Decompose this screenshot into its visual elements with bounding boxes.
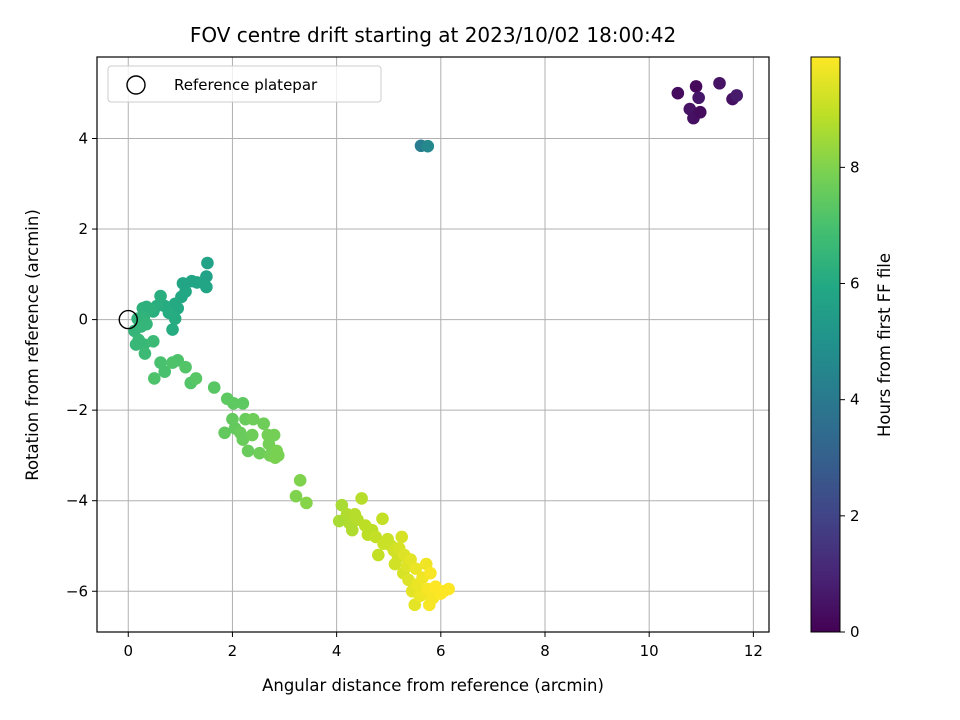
legend: Reference platepar [107, 65, 382, 103]
scatter-point [166, 323, 179, 336]
scatter-point [236, 433, 250, 446]
scatter-point [289, 489, 303, 503]
scatter-point [246, 412, 260, 426]
scatter-point [671, 86, 685, 100]
scatter-point [692, 91, 705, 105]
y-tick-label: −6 [66, 582, 88, 600]
x-axis-label: Angular distance from reference (arcmin) [262, 676, 604, 695]
x-tick-label: 10 [640, 642, 659, 660]
x-tick-label: 6 [436, 642, 446, 660]
plot-frame [96, 56, 770, 633]
scatter-point [140, 317, 153, 331]
legend-label: Reference platepar [174, 76, 318, 94]
y-axis-label: Rotation from reference (arcmin) [23, 209, 42, 481]
scatter-point [236, 397, 250, 410]
scatter-point [227, 397, 240, 410]
scatter-point [200, 280, 213, 294]
scatter-point [176, 277, 190, 290]
scatter-point [693, 105, 707, 119]
scatter-point [345, 523, 359, 537]
scatter-point [207, 381, 221, 394]
scatter-point [138, 347, 152, 360]
scatter-point [200, 270, 213, 283]
scatter-point [395, 530, 409, 544]
y-axis-ticks: −6 −4 −2 0 2 4 [66, 129, 97, 600]
scatter-point [372, 548, 385, 562]
x-tick-label: 0 [123, 642, 133, 660]
scatter-point [253, 446, 266, 460]
colorbar: 0 2 4 6 8 Hours from first FF file [810, 56, 894, 641]
scatter-point [146, 335, 160, 348]
scatter-point [421, 139, 435, 153]
scatter-point [442, 582, 455, 596]
scatter-point [189, 372, 203, 385]
scatter-point [257, 417, 270, 431]
colorbar-tick-label: 0 [850, 623, 860, 641]
legend-marker-icon [126, 75, 146, 95]
colorbar-tick-label: 6 [850, 275, 860, 293]
y-tick-label: −4 [66, 492, 88, 510]
y-tick-label: 0 [78, 311, 88, 329]
y-tick-label: 4 [78, 129, 88, 147]
scatter-point [148, 372, 161, 385]
grid-lines [97, 57, 769, 632]
x-tick-label: 4 [332, 642, 342, 660]
scatter-point [355, 492, 368, 505]
scatter-point [376, 512, 389, 526]
x-tick-label: 8 [540, 642, 550, 660]
reference-platepar-point [118, 309, 138, 330]
scatter-point [179, 360, 192, 374]
colorbar-tick-label: 2 [850, 507, 860, 525]
x-tick-label: 2 [228, 642, 238, 660]
scatter-point [713, 76, 726, 90]
colorbar-tick-label: 4 [850, 391, 860, 409]
reference-marker [118, 309, 138, 330]
scatter-point [154, 289, 167, 303]
x-tick-label: 12 [744, 642, 763, 660]
scatter-point [218, 426, 231, 440]
scatter-point [245, 428, 259, 442]
colorbar-tick-label: 8 [850, 158, 860, 176]
scatter-point [424, 566, 437, 580]
scatter-point [293, 474, 307, 487]
chart-title: FOV centre drift starting at 2023/10/02 … [190, 23, 676, 47]
scatter-point [158, 365, 172, 378]
scatter-point [201, 256, 214, 270]
colorbar-ticks: 0 2 4 6 8 [840, 158, 860, 641]
y-tick-label: 2 [78, 220, 88, 238]
scatter-point [409, 562, 423, 575]
scatter-point [300, 496, 313, 510]
colorbar-label: Hours from first FF file [875, 253, 894, 437]
scatter-point [241, 444, 255, 458]
colorbar-gradient [810, 56, 841, 633]
scatter-point [267, 428, 281, 442]
data-points [128, 76, 744, 612]
scatter-point [689, 80, 703, 93]
x-axis-ticks: 0 2 4 6 8 10 12 [123, 632, 763, 660]
legend-box [107, 65, 382, 103]
y-tick-label: −2 [66, 401, 88, 419]
scatter-point [730, 89, 744, 102]
scatter-point [271, 449, 285, 462]
